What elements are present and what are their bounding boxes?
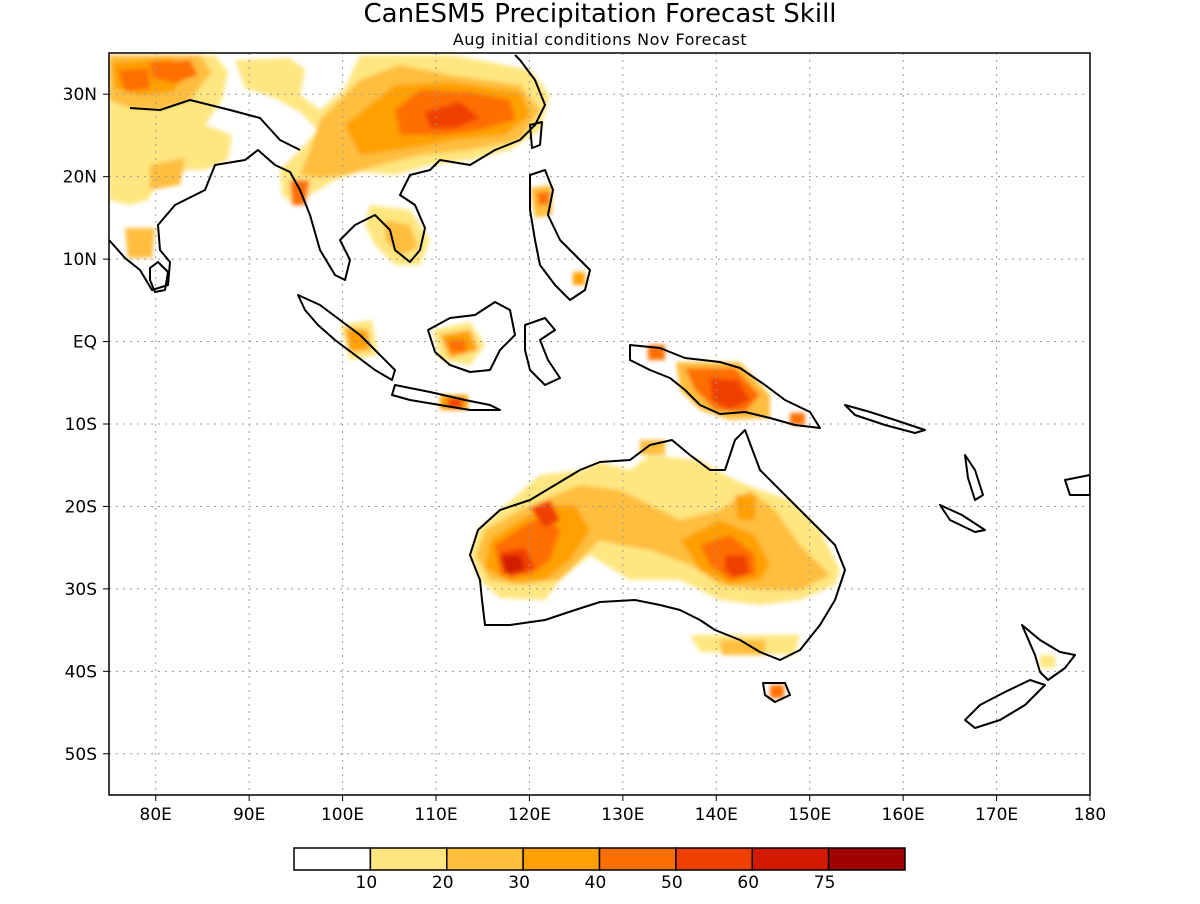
lon-tick-label: 110E: [414, 805, 457, 825]
lat-tick-label: 30S: [65, 580, 97, 600]
coast-australia: [469, 429, 846, 661]
latitude-axis: 30N 20N 10N EQ 10S 20S 30S 40S 50S: [63, 85, 109, 765]
lat-tick-label: 10N: [63, 250, 97, 270]
colorbar-swatch: [369, 847, 448, 871]
lon-tick-label: 150E: [788, 805, 831, 825]
chart-subtitle: Aug initial conditions Nov Forecast: [453, 30, 747, 49]
coast-vanuatu: [964, 454, 984, 501]
colorbar-swatch: [598, 847, 677, 871]
lat-tick-label: 40S: [65, 662, 97, 682]
coast-new-zealand-north: [1021, 624, 1076, 681]
colorbar-label: 30: [508, 873, 530, 893]
coast-sumatra: [297, 294, 396, 381]
colorbar-label: 20: [432, 873, 454, 893]
skill-shading: [109, 55, 1055, 698]
coast-taiwan: [529, 121, 543, 149]
coast-philippines: [529, 169, 591, 301]
lon-tick-label: 90E: [233, 805, 265, 825]
lon-tick-label: 130E: [601, 805, 644, 825]
lat-tick-label: 20S: [65, 497, 97, 517]
colorbar: 10 20 30 40 50 60 75: [293, 847, 906, 893]
colorbar-swatch: [293, 847, 372, 871]
plot-area: [109, 53, 1090, 795]
coastlines: [109, 54, 1090, 729]
lon-tick-label: 120E: [508, 805, 551, 825]
lon-tick-label: 140E: [695, 805, 738, 825]
colorbar-swatch: [751, 847, 830, 871]
coast-asia: [109, 54, 546, 291]
coast-solomon: [844, 404, 926, 434]
coast-fiji: [1064, 474, 1090, 496]
coast-sulawesi: [524, 317, 561, 386]
chart-title: CanESM5 Precipitation Forecast Skill: [363, 0, 836, 29]
coast-new-zealand-south: [964, 679, 1046, 729]
colorbar-label: 40: [585, 873, 607, 893]
colorbar-swatch: [522, 847, 601, 871]
coast-tasmania: [762, 682, 791, 703]
coast-sri-lanka: [149, 261, 169, 293]
lat-tick-label: EQ: [73, 333, 97, 353]
lat-tick-label: 30N: [63, 85, 97, 105]
lon-tick-label: 170E: [975, 805, 1018, 825]
lat-tick-label: 10S: [65, 415, 97, 435]
colorbar-swatch: [675, 847, 753, 871]
longitude-axis: 80E 90E 100E 110E 120E 130E 140E 150E 160E 170E 18…: [140, 795, 1106, 825]
colorbar-swatch: [446, 847, 524, 871]
colorbar-label: 50: [661, 873, 683, 893]
lon-tick-label: 180: [1074, 805, 1106, 825]
coast-java: [391, 384, 501, 411]
lat-tick-label: 20N: [63, 168, 97, 188]
colorbar-label: 10: [356, 873, 378, 893]
coast-borneo: [427, 301, 516, 373]
lon-tick-label: 100E: [321, 805, 364, 825]
colorbar-label: 75: [814, 873, 836, 893]
coast-himalaya: [129, 99, 301, 151]
lon-tick-label: 80E: [140, 805, 172, 825]
coast-new-guinea: [629, 344, 821, 429]
colorbar-swatch: [827, 847, 906, 871]
map-gridlines: [109, 53, 1090, 795]
lon-tick-label: 160E: [882, 805, 925, 825]
colorbar-label: 60: [737, 873, 759, 893]
coast-new-caledonia: [939, 504, 986, 533]
lat-tick-label: 50S: [65, 745, 97, 765]
